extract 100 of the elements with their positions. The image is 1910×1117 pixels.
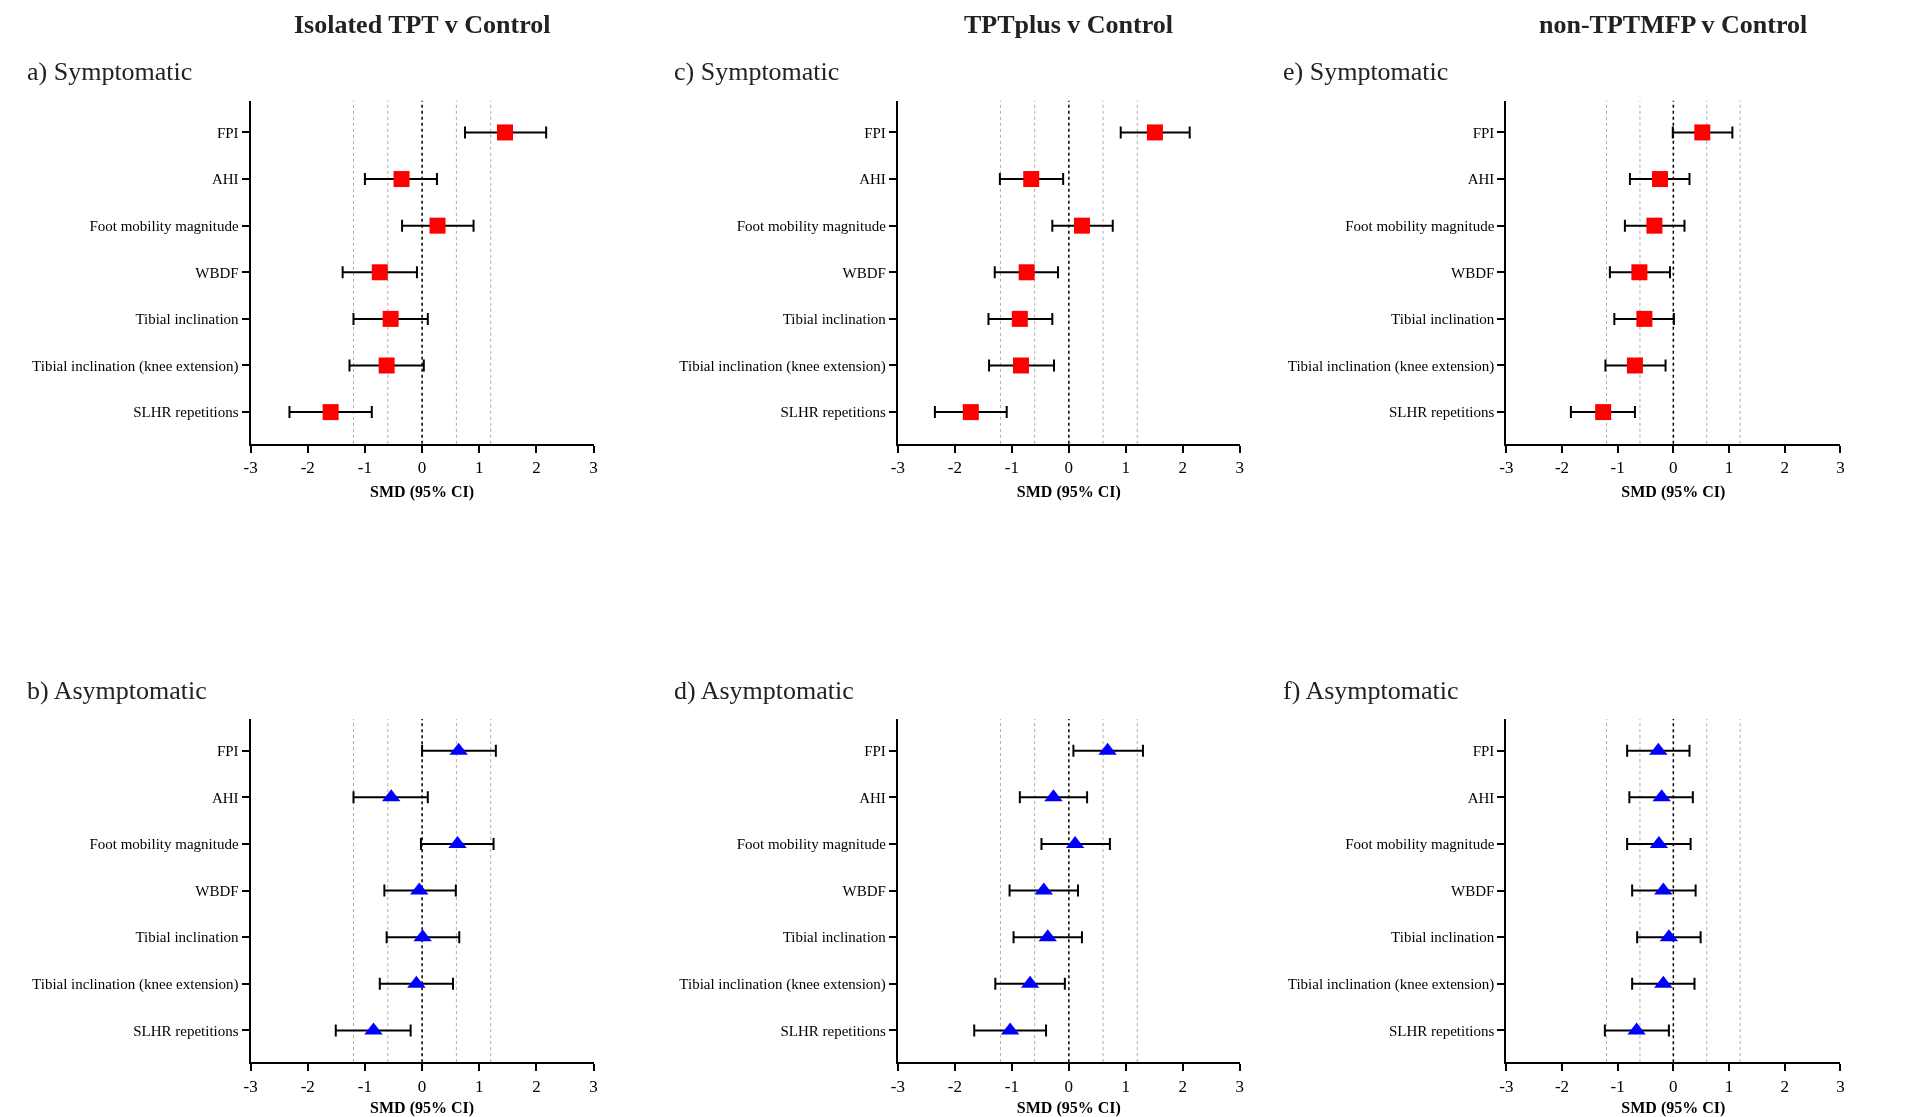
x-tick-label: 0 [1669,458,1678,478]
x-tick-label: 0 [1064,1076,1074,1096]
x-tick-label: -2 [1554,1076,1570,1096]
y-tick-label: WBDF [842,264,886,281]
point [1694,124,1711,141]
x-tick-label: 3 [1836,458,1845,478]
y-tick-label: AHI [1467,171,1495,188]
y-tick-label: FPI [1472,124,1495,141]
y-tick-label: Tibial inclination [1391,311,1495,328]
x-tick-label: 3 [589,1076,598,1096]
y-tick-label: Tibial inclination [782,311,887,328]
x-tick-label: -3 [890,1076,905,1096]
y-tick-label: FPI [1472,743,1495,760]
x-tick-label: 1 [475,458,484,478]
x-axis-title: SMD (95% CI) [370,483,475,502]
x-axis-title: SMD (95% CI) [1016,1099,1121,1117]
point [1023,171,1040,188]
x-tick-label: 3 [1836,1076,1845,1096]
y-tick-label: SLHR repetitions [133,1022,239,1039]
x-tick-label: 1 [1724,1076,1734,1096]
x-tick-label: 3 [1235,1076,1245,1096]
y-tick-label: WBDF [1450,882,1495,899]
y-tick-label: SLHR repetitions [1388,404,1495,421]
point [1018,264,1035,281]
y-tick-label: Tibial inclination [135,929,240,946]
x-tick-label: 2 [532,1076,541,1096]
x-tick-label: 0 [1669,1076,1678,1096]
y-tick-label: FPI [864,743,886,760]
point [1631,264,1648,281]
y-tick-label: Tibial inclination (knee extension) [679,357,886,375]
point [378,357,395,374]
point [1073,217,1090,234]
y-tick-label: Tibial inclination (knee extension) [32,976,239,994]
y-tick-label: WBDF [195,264,239,281]
chart-title: c) Symptomatic [674,57,840,86]
x-tick-label: -1 [1004,1076,1019,1096]
point [1012,357,1029,374]
x-tick-label: -2 [1554,458,1570,478]
y-tick-label: WBDF [842,882,886,899]
text: non-TPTMFP v Control [1539,10,1808,39]
x-tick-label: -2 [300,458,315,478]
point [1646,217,1663,234]
x-tick-label: 3 [1235,458,1245,478]
x-tick-label: -1 [357,458,373,478]
x-tick-label: -2 [947,458,962,478]
point [1626,357,1643,374]
x-tick-label: -3 [1499,1076,1514,1096]
y-tick-label: AHI [211,789,239,806]
y-tick-label: FPI [216,743,239,760]
y-tick-label: WBDF [1450,264,1495,281]
x-tick-label: -3 [890,458,905,478]
x-axis-title: SMD (95% CI) [1016,483,1121,502]
y-tick-label: SLHR repetitions [1388,1022,1495,1039]
y-tick-label: Tibial inclination [135,311,240,328]
chart-title: d) Asymptomatic [674,676,854,705]
x-tick-label: 2 [1780,1076,1789,1096]
x-tick-label: 1 [475,1076,484,1096]
x-tick-label: 1 [1724,458,1734,478]
text: Isolated TPT v Control [294,10,551,39]
x-tick-label: -1 [1610,1076,1625,1096]
y-tick-label: Tibial inclination (knee extension) [1287,357,1495,375]
y-tick-label: FPI [216,124,239,141]
point [1636,310,1653,327]
point [496,124,513,141]
point [429,217,446,234]
y-tick-label: WBDF [195,882,239,899]
x-tick-label: 2 [1178,1076,1188,1096]
y-tick-label: Foot mobility magnitude [736,217,887,234]
point [371,264,388,281]
point [382,310,399,327]
y-tick-label: Foot mobility magnitude [89,836,239,853]
y-tick-label: Tibial inclination [1391,929,1495,946]
y-tick-label: Tibial inclination (knee extension) [1287,976,1495,994]
text: TPTplus v Control [964,10,1174,39]
x-tick-label: -2 [300,1076,315,1096]
x-tick-label: -1 [1004,458,1019,478]
y-tick-label: FPI [864,124,886,141]
point [1146,124,1163,141]
y-tick-label: SLHR repetitions [780,1022,886,1039]
x-tick-label: -3 [1499,458,1514,478]
point [1651,171,1668,188]
point [1011,310,1028,327]
chart-title: f) Asymptomatic [1283,676,1459,705]
x-tick-label: 0 [417,458,427,478]
x-tick-label: 0 [1064,458,1074,478]
point [393,171,410,188]
x-tick-label: -2 [947,1076,962,1096]
y-tick-label: Tibial inclination [782,929,887,946]
chart-title: a) Symptomatic [27,57,193,86]
y-tick-label: SLHR repetitions [133,404,239,421]
x-tick-label: -3 [243,458,258,478]
x-axis-title: SMD (95% CI) [1621,483,1726,502]
x-tick-label: 3 [589,458,598,478]
y-tick-label: Foot mobility magnitude [1345,836,1495,853]
x-tick-label: 1 [1121,458,1131,478]
y-tick-label: Tibial inclination (knee extension) [32,357,239,375]
y-tick-label: AHI [859,789,886,806]
x-tick-label: 2 [1178,458,1188,478]
x-tick-label: 2 [1780,458,1789,478]
x-tick-label: 1 [1121,1076,1131,1096]
